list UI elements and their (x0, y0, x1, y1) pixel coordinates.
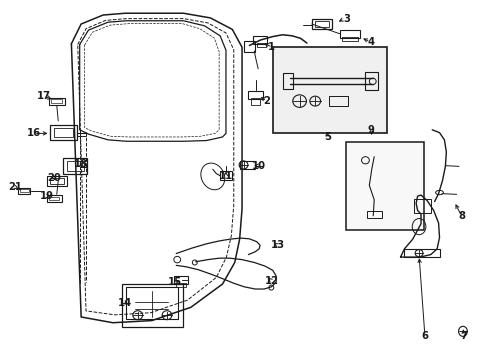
Text: 5: 5 (323, 132, 330, 142)
Text: 4: 4 (367, 37, 374, 47)
Text: 18: 18 (74, 159, 88, 169)
Bar (54, 129, 73, 137)
Bar (47, 195, 61, 202)
Text: 11: 11 (219, 171, 233, 181)
Bar (404, 249, 439, 257)
Bar (20, 189, 28, 192)
Bar (253, 36, 266, 44)
Bar (176, 283, 185, 287)
Text: 21: 21 (8, 182, 22, 192)
Bar (257, 43, 265, 47)
Text: 19: 19 (40, 191, 54, 201)
Bar (282, 73, 293, 89)
Text: 17: 17 (37, 91, 50, 101)
Bar (244, 41, 255, 51)
Bar (341, 37, 357, 41)
Bar (49, 98, 64, 105)
Bar (365, 72, 377, 90)
Text: 12: 12 (264, 276, 278, 286)
Bar (67, 161, 83, 171)
Text: 20: 20 (47, 173, 61, 183)
Bar (47, 176, 67, 186)
Bar (328, 96, 347, 107)
Bar (413, 199, 430, 213)
Text: 13: 13 (270, 240, 284, 250)
Bar (272, 47, 386, 134)
Bar (122, 284, 182, 327)
Bar (345, 142, 423, 230)
Bar (18, 188, 30, 194)
Bar (239, 161, 255, 169)
Text: 9: 9 (367, 125, 374, 135)
Bar (173, 276, 188, 284)
Bar (366, 211, 381, 218)
Bar (50, 126, 77, 140)
Bar (311, 19, 331, 30)
Text: 8: 8 (457, 211, 464, 221)
Text: 7: 7 (460, 331, 467, 341)
Text: 15: 15 (168, 277, 182, 287)
Bar (248, 91, 263, 99)
Text: 6: 6 (421, 331, 427, 341)
Bar (50, 178, 64, 184)
Bar (314, 21, 329, 27)
Bar (63, 158, 87, 174)
Bar (51, 99, 62, 103)
Bar (49, 197, 60, 201)
Text: 2: 2 (263, 96, 269, 106)
Bar (339, 31, 359, 39)
Bar (220, 171, 231, 180)
Text: 16: 16 (27, 129, 41, 138)
Text: 1: 1 (267, 42, 274, 52)
Bar (251, 98, 260, 105)
Text: 3: 3 (343, 14, 349, 24)
Bar (125, 287, 178, 319)
Text: 10: 10 (252, 161, 265, 171)
Text: 14: 14 (118, 298, 132, 308)
